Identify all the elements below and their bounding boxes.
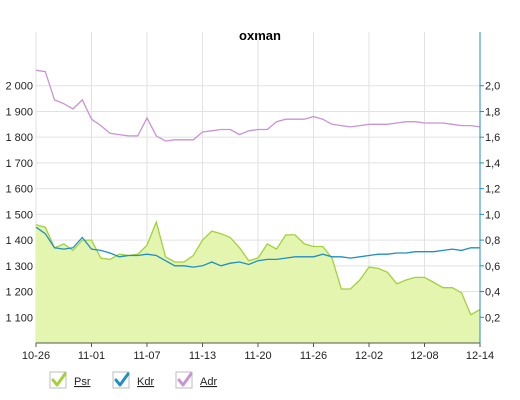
series-adr-line — [35, 69, 481, 142]
y-left-tick-label: 2 000 — [5, 81, 33, 93]
y-right-tick-label: 1,4 — [485, 158, 500, 170]
legend-label: Adr — [200, 376, 217, 388]
y-left-tick-label: 1 900 — [5, 106, 33, 118]
x-tick-label: 10-26 — [22, 350, 50, 362]
legend-item-kdr[interactable]: Kdr — [112, 371, 154, 389]
x-tick-label: 11-26 — [300, 350, 327, 362]
x-tick-label: 11-20 — [244, 350, 271, 362]
x-tick-label: 11-07 — [133, 350, 160, 362]
y-right-tick-label: 1,0 — [485, 209, 500, 221]
y-right-tick-label: 0,2 — [485, 312, 500, 324]
x-tick-label: 11-13 — [189, 350, 216, 362]
series-psr-area — [36, 222, 480, 343]
y-right-tick-label: 0,8 — [485, 235, 500, 247]
y-right-tick-label: 1,8 — [485, 106, 500, 118]
check-icon — [51, 372, 67, 387]
x-tick-label: 12-02 — [355, 350, 383, 362]
legend-item-adr[interactable]: Adr — [175, 371, 217, 389]
y-left-tick-label: 1 600 — [5, 184, 33, 196]
legend: Psr Kdr Adr — [49, 371, 217, 389]
legend-label: Kdr — [137, 376, 154, 388]
y-left-tick-label: 1 100 — [5, 312, 33, 324]
series-kdr-line — [35, 226, 480, 268]
y-right-tick-label: 2,0 — [485, 81, 500, 93]
y-right-tick-label: 1,6 — [485, 132, 500, 144]
x-tick-label: 11-01 — [78, 350, 105, 362]
y-right-tick-label: 0,4 — [485, 287, 500, 299]
chart-title: oxman — [239, 28, 281, 43]
axes: 1 100 1 200 1 300 1 400 1 500 1 600 1 700 1 800… — [5, 32, 500, 362]
legend-item-psr[interactable]: Psr — [49, 371, 91, 389]
series-lines-layer — [35, 69, 481, 268]
legend-label: Psr — [74, 376, 91, 388]
check-icon — [114, 372, 130, 387]
series-psr-layer — [35, 220, 481, 343]
y-right-tick-label: 0,6 — [485, 261, 500, 273]
x-tick-label: 12-08 — [410, 350, 438, 362]
y-left-tick-label: 1 500 — [5, 209, 33, 221]
y-left-tick-label: 1 700 — [5, 158, 33, 170]
check-icon — [177, 372, 193, 387]
x-tick-label: 12-14 — [466, 350, 494, 362]
y-right-tick-label: 1,2 — [485, 184, 500, 196]
y-left-tick-label: 1 800 — [5, 132, 33, 144]
y-left-tick-label: 1 300 — [5, 261, 33, 273]
y-left-tick-label: 1 200 — [5, 287, 33, 299]
series-psr-line — [35, 220, 481, 316]
y-left-tick-label: 1 400 — [5, 235, 33, 247]
